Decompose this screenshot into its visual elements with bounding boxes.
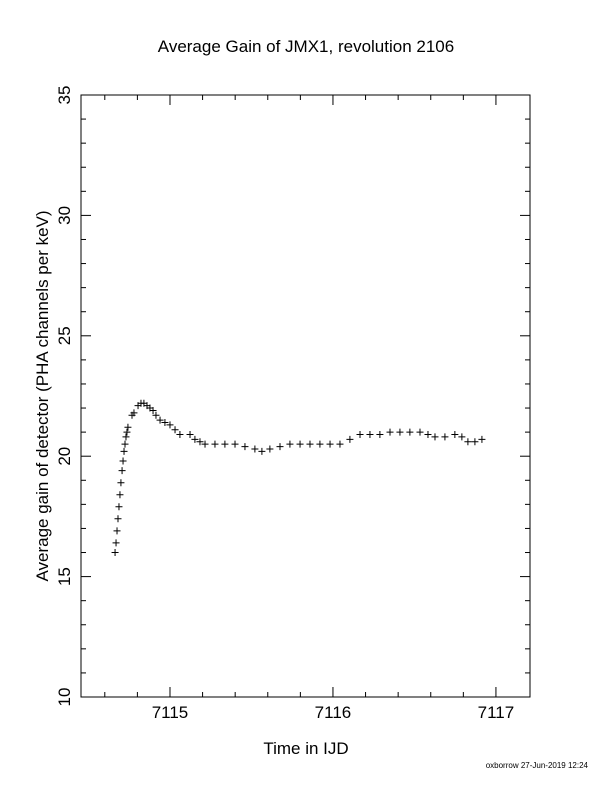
data-point: [196, 438, 204, 446]
data-point: [406, 428, 414, 436]
data-point: [122, 433, 130, 441]
y-tick-label: 30: [55, 206, 74, 225]
y-tick-label: 35: [55, 86, 74, 105]
data-point: [276, 443, 284, 451]
x-tick-label: 7117: [478, 703, 515, 722]
data-point: [211, 440, 219, 448]
data-point: [118, 467, 126, 475]
x-tick-label: 7115: [152, 703, 189, 722]
data-point: [356, 431, 364, 439]
data-point: [296, 440, 304, 448]
data-point: [112, 539, 120, 547]
data-point: [286, 440, 294, 448]
data-point: [171, 426, 179, 434]
data-point: [431, 433, 439, 441]
data-point: [241, 443, 249, 451]
data-point: [451, 431, 459, 439]
data-point: [119, 457, 127, 465]
data-point: [326, 440, 334, 448]
data-point: [396, 428, 404, 436]
data-point: [156, 416, 164, 424]
data-point: [376, 431, 384, 439]
data-point: [120, 447, 128, 455]
data-point: [266, 445, 274, 453]
data-point: [111, 549, 119, 557]
data-point: [424, 431, 432, 439]
data-point: [124, 423, 132, 431]
y-tick-label: 10: [55, 688, 74, 707]
data-point: [366, 431, 374, 439]
data-point: [117, 479, 125, 487]
data-point: [114, 515, 122, 523]
data-point: [186, 431, 194, 439]
data-point: [416, 428, 424, 436]
x-tick-label: 7116: [315, 703, 352, 722]
data-point: [464, 438, 472, 446]
data-point: [471, 438, 479, 446]
data-point: [116, 491, 124, 499]
data-point: [441, 433, 449, 441]
data-point: [478, 435, 486, 443]
x-axis-label: Time in IJD: [263, 739, 348, 758]
data-point: [161, 418, 169, 426]
data-point: [191, 435, 199, 443]
data-point: [166, 421, 174, 429]
data-point: [152, 411, 160, 419]
data-point: [130, 409, 138, 417]
footer: oxborrow 27-Jun-2019 12:24: [486, 761, 589, 770]
data-point: [346, 435, 354, 443]
data-point: [251, 445, 259, 453]
chart-title: Average Gain of JMX1, revolution 2106: [158, 37, 454, 56]
data-point: [458, 433, 466, 441]
data-point: [115, 503, 123, 511]
data-point: [258, 447, 266, 455]
y-tick-label: 15: [55, 567, 74, 586]
plot-frame: [80, 94, 531, 698]
data-point: [149, 406, 157, 414]
data-point: [121, 440, 129, 448]
data-point: [231, 440, 239, 448]
y-tick-label: 20: [55, 447, 74, 466]
data-point: [113, 527, 121, 535]
data-point: [221, 440, 229, 448]
data-point: [306, 440, 314, 448]
data-point: [176, 431, 184, 439]
y-tick-label: 25: [55, 326, 74, 345]
data-point: [316, 440, 324, 448]
data-point: [201, 440, 209, 448]
data-point: [336, 440, 344, 448]
y-axis-label: Average gain of detector (PHA channels p…: [33, 210, 52, 581]
data-point: [123, 428, 131, 436]
data-point: [386, 428, 394, 436]
